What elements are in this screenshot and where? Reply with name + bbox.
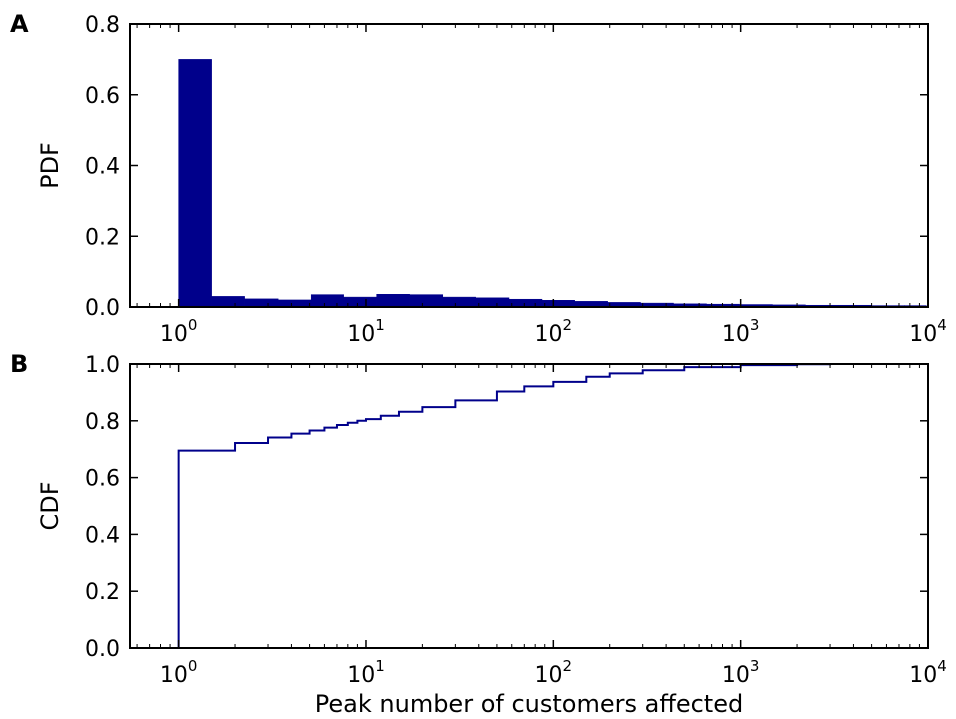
x-tick-label: 102: [535, 316, 573, 347]
histogram-bar: [178, 59, 212, 308]
x-tick-exponent: 4: [937, 657, 947, 675]
y-tick-label: 0.0: [85, 637, 120, 662]
axes-frame-a: [129, 23, 929, 308]
histogram-bar: [244, 298, 279, 308]
y-tick-label: 0.6: [85, 84, 120, 109]
x-tick-base: 10: [722, 663, 750, 688]
x-tick-label: 103: [722, 657, 760, 688]
histogram-bar: [508, 298, 543, 308]
y-axis-label-cdf: CDF: [36, 481, 64, 530]
y-tick-label: 0.8: [85, 410, 120, 435]
x-tick-base: 10: [909, 322, 937, 347]
y-tick-label: 0.2: [85, 225, 120, 250]
histogram-bar: [343, 296, 377, 308]
x-tick-exponent: 4: [937, 316, 947, 334]
histogram-bar: [277, 299, 312, 308]
cdf-step-line: [177, 363, 928, 648]
x-tick-label: 103: [722, 316, 760, 347]
x-tick-label: 102: [535, 657, 573, 688]
x-tick-exponent: 3: [750, 316, 760, 334]
y-tick-label: 0.8: [85, 13, 120, 38]
x-tick-exponent: 2: [563, 316, 573, 334]
y-tick-label: 0.4: [85, 523, 120, 548]
histogram-bar: [475, 297, 510, 308]
histogram-bar: [409, 294, 444, 308]
x-tick-exponent: 3: [750, 657, 760, 675]
x-tick-label: 100: [160, 316, 198, 347]
x-axis-label: Peak number of customers affected: [315, 690, 743, 718]
x-tick-exponent: 1: [375, 316, 385, 334]
x-tick-label: 101: [347, 657, 385, 688]
histogram-bar: [442, 296, 476, 308]
panel-letter-a: A: [10, 10, 29, 38]
histogram-bar: [310, 294, 344, 308]
x-tick-exponent: 0: [188, 657, 198, 675]
x-tick-base: 10: [160, 322, 188, 347]
histogram-bar: [211, 296, 245, 308]
y-tick-label: 0.6: [85, 467, 120, 492]
x-tick-base: 10: [535, 663, 563, 688]
histogram-bar: [376, 294, 410, 308]
x-tick-label: 104: [909, 657, 947, 688]
x-tick-exponent: 1: [375, 657, 385, 675]
x-tick-base: 10: [535, 322, 563, 347]
histogram-bar: [541, 300, 575, 308]
x-tick-base: 10: [347, 663, 375, 688]
y-tick-label: 1.0: [85, 353, 120, 378]
x-tick-label: 104: [909, 316, 947, 347]
axes-frame-b: [129, 363, 929, 649]
x-tick-base: 10: [160, 663, 188, 688]
y-tick-label: 0.4: [85, 155, 120, 180]
x-tick-base: 10: [722, 322, 750, 347]
panel-letter-b: B: [10, 350, 28, 378]
x-tick-base: 10: [347, 322, 375, 347]
y-tick-label: 0.0: [85, 296, 120, 321]
y-axis-label-pdf: PDF: [36, 142, 64, 189]
y-tick-label: 0.2: [85, 580, 120, 605]
histogram-bars: [178, 59, 927, 308]
x-tick-label: 100: [160, 657, 198, 688]
x-tick-exponent: 0: [188, 316, 198, 334]
x-tick-base: 10: [909, 663, 937, 688]
x-tick-exponent: 2: [563, 657, 573, 675]
x-tick-label: 101: [347, 316, 385, 347]
